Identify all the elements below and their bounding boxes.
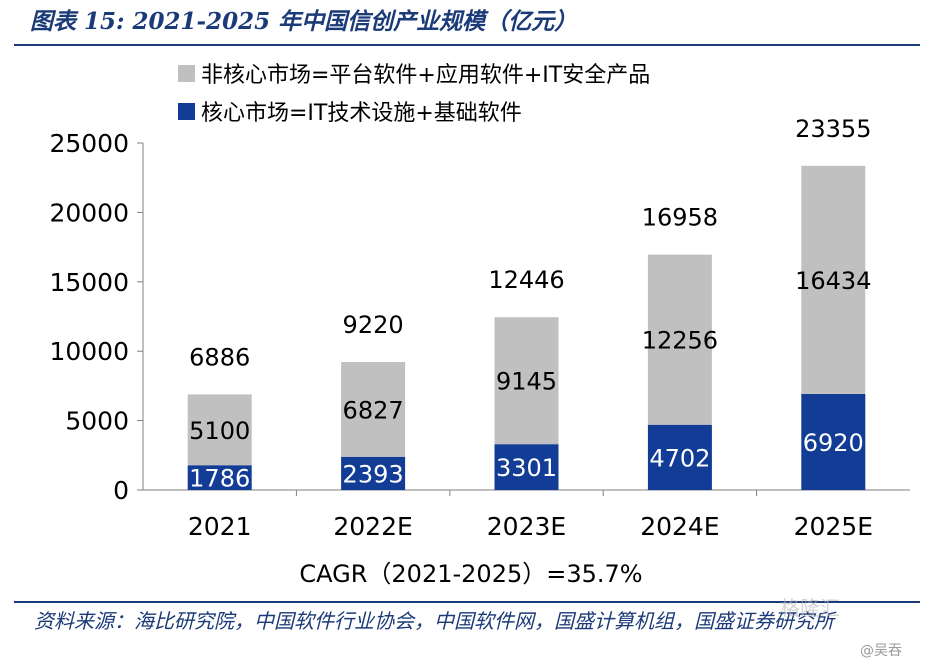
y-tick-label: 5000 <box>65 407 129 436</box>
legend-label-noncore: 非核心市场=平台软件+应用软件+IT安全产品 <box>201 63 650 88</box>
data-label-total: 12446 <box>488 266 564 294</box>
data-label-total: 9220 <box>343 311 404 339</box>
bar-noncore <box>801 165 866 394</box>
x-tick-label: 2021 <box>188 512 252 541</box>
legend-swatch-noncore <box>178 65 195 82</box>
bar-core <box>187 465 252 490</box>
bar-noncore <box>341 362 406 457</box>
data-label-core: 4702 <box>649 444 710 472</box>
x-axis-caption: CAGR（2021-2025）=35.7% <box>299 560 642 588</box>
bar-noncore <box>647 254 712 425</box>
data-label-noncore: 5100 <box>189 417 250 445</box>
data-label-total: 16958 <box>642 204 718 232</box>
bar-core <box>647 424 712 490</box>
data-label-total: 6886 <box>189 343 250 371</box>
legend: 非核心市场=平台软件+应用软件+IT安全产品 核心市场=IT技术设施+基础软件 <box>178 63 650 126</box>
legend-label-core: 核心市场=IT技术设施+基础软件 <box>201 101 522 126</box>
bar-core <box>341 456 406 490</box>
watermark: 格隆汇 <box>780 596 840 620</box>
bar-noncore <box>494 317 559 445</box>
x-tick-label: 2025E <box>794 512 873 541</box>
data-label-noncore: 6827 <box>343 396 404 424</box>
data-label-noncore: 9145 <box>496 368 557 396</box>
y-tick-label: 25000 <box>49 129 129 158</box>
y-tick-label: 10000 <box>49 337 129 366</box>
x-tick-label: 2022E <box>333 512 412 541</box>
data-label-core: 3301 <box>496 454 557 482</box>
bars: 1786 5100 6886 2393 6827 9220 3301 9145 12446 470… <box>187 115 871 493</box>
watermark-user: @吴吞 <box>860 643 902 659</box>
data-label-noncore: 16434 <box>795 267 871 295</box>
data-label-total: 23355 <box>795 115 871 143</box>
chart: 非核心市场=平台软件+应用软件+IT安全产品 核心市场=IT技术设施+基础软件 … <box>49 63 910 588</box>
data-label-core: 6920 <box>803 429 864 457</box>
figure-title: 图表 15: 2021-2025 年中国信创产业规模（亿元） <box>30 8 578 35</box>
data-label-core: 1786 <box>189 465 250 493</box>
data-label-noncore: 12256 <box>642 327 718 355</box>
y-axis-ticks: 0 5000 10000 15000 20000 25000 <box>49 129 143 505</box>
legend-swatch-core <box>178 103 195 120</box>
bar-core <box>801 393 866 490</box>
bar-noncore <box>187 394 252 466</box>
x-axis-ticks: 2021 2022E 2023E 2024E 2025E <box>188 490 873 541</box>
y-tick-label: 20000 <box>49 198 129 227</box>
data-label-core: 2393 <box>343 460 404 488</box>
bar-core <box>494 444 559 490</box>
source-rule <box>14 601 920 603</box>
x-tick-label: 2024E <box>640 512 719 541</box>
title-rule <box>14 44 920 46</box>
source-note: 资料来源：海比研究院，中国软件行业协会，中国软件网，国盛计算机组，国盛证券研究所 <box>34 609 834 633</box>
x-tick-label: 2023E <box>487 512 566 541</box>
y-tick-label: 15000 <box>49 268 129 297</box>
y-tick-label: 0 <box>113 476 129 505</box>
